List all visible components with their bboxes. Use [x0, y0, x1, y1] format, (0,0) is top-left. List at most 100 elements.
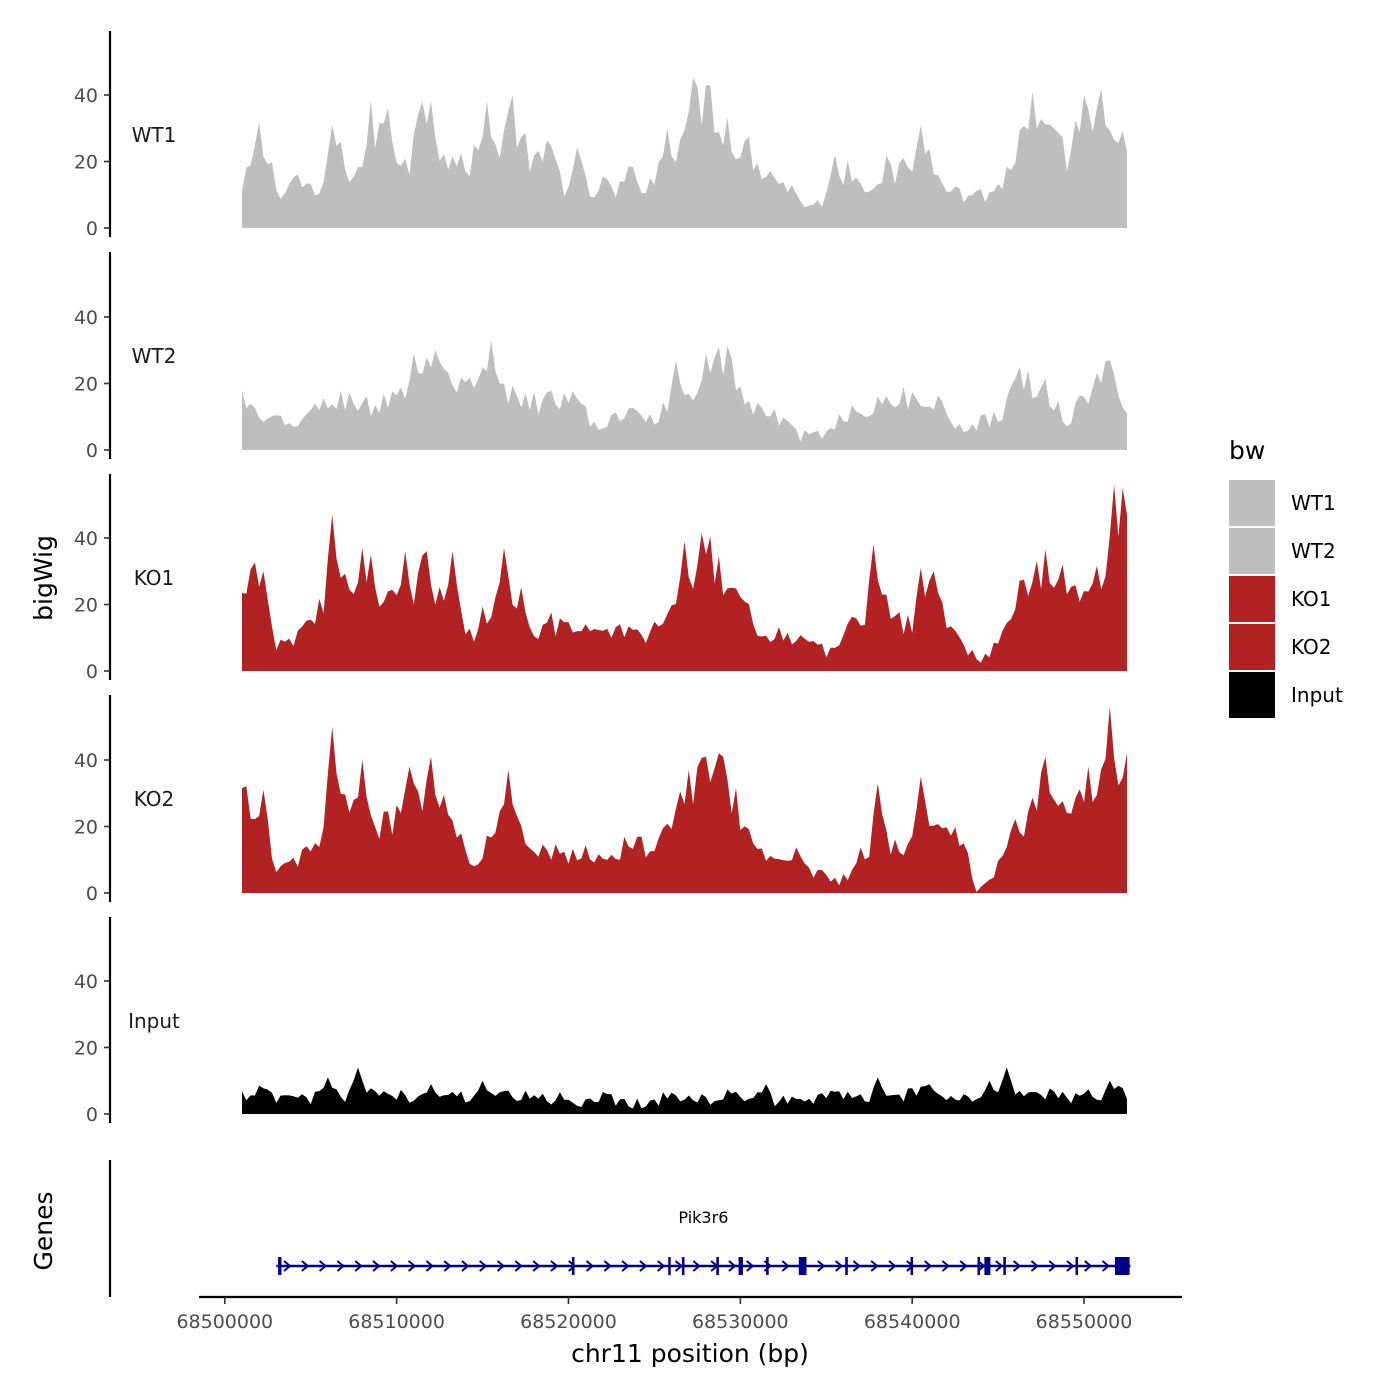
strand-arrow: [746, 1260, 755, 1272]
gene-exon: [1075, 1257, 1078, 1275]
y-tick-label: 40: [74, 528, 98, 550]
strand-arrow: [479, 1260, 488, 1272]
gene-exon: [910, 1257, 914, 1275]
strand-arrow: [1066, 1260, 1075, 1272]
strand-arrow: [657, 1260, 666, 1272]
x-tick-label: 68520000: [520, 1311, 617, 1333]
strand-arrow: [407, 1260, 417, 1272]
strand-arrow: [692, 1260, 701, 1272]
signal-area-ko1: [242, 484, 1127, 671]
strand-arrow: [621, 1260, 630, 1272]
track-label: WT1: [132, 123, 177, 147]
y-tick-label: 20: [74, 374, 98, 396]
legend-label-wt1: WT1: [1291, 491, 1336, 515]
gene-track: Pik3r6: [108, 1160, 1131, 1297]
track-input: 0 20 40 Input: [74, 917, 1127, 1126]
track-label: Input: [128, 1009, 180, 1033]
strand-arrow: [1101, 1260, 1111, 1272]
signal-area-ko2: [242, 706, 1127, 893]
x-tick-label: 68550000: [1036, 1311, 1133, 1333]
legend-title: bw: [1229, 436, 1265, 465]
y-tick-label: 0: [86, 1104, 98, 1126]
strand-arrow: [585, 1260, 595, 1272]
x-axis: 68500000 68510000 68520000 68530000 68540000…: [176, 1295, 1182, 1333]
legend-key-input: [1229, 672, 1275, 718]
signal-area-wt2: [242, 340, 1127, 450]
gene-exon: [766, 1257, 769, 1275]
legend: bw WT1 WT2 KO1 KO2 Input: [1229, 436, 1343, 718]
signal-tracks: 0 20 40 WT1 0 20 40 WT2 0 20 40 KO1 0 20 40 KO2 0 20 40 Inp…: [74, 31, 1127, 1126]
x-tick-label: 68510000: [348, 1311, 445, 1333]
x-tick-label: 68540000: [864, 1311, 961, 1333]
legend-label-ko2: KO2: [1291, 635, 1332, 659]
gene-exon: [984, 1257, 991, 1275]
strand-arrow: [834, 1260, 844, 1272]
legend-label-input: Input: [1291, 683, 1343, 707]
gene-exon: [716, 1257, 719, 1275]
gene-exon: [681, 1257, 685, 1275]
strand-arrow: [390, 1260, 399, 1272]
gene-name-label: Pik3r6: [678, 1208, 728, 1227]
legend-label-ko1: KO1: [1291, 587, 1332, 611]
strand-arrow: [781, 1260, 790, 1272]
strand-arrow: [532, 1260, 541, 1272]
strand-arrow: [995, 1260, 1004, 1272]
strand-arrow: [372, 1260, 381, 1272]
gene-exon: [668, 1257, 671, 1275]
legend-key-ko2: [1229, 624, 1275, 670]
track-wt2: 0 20 40 WT2: [74, 252, 1127, 462]
strand-arrow: [1048, 1260, 1057, 1272]
legend-label-wt2: WT2: [1291, 539, 1336, 563]
strand-arrow: [728, 1260, 737, 1272]
y-tick-label: 0: [86, 883, 98, 905]
strand-arrow: [550, 1260, 559, 1272]
strand-arrow: [568, 1260, 577, 1272]
strand-arrow: [354, 1260, 363, 1272]
strand-arrow: [496, 1260, 506, 1272]
strand-arrow: [817, 1260, 826, 1272]
track-label: WT2: [132, 344, 177, 368]
strand-arrow: [318, 1260, 328, 1272]
track-ko1: 0 20 40 KO1: [74, 474, 1127, 683]
gene-exon: [1115, 1257, 1130, 1275]
track-wt1: 0 20 40 WT1: [74, 31, 1127, 240]
strand-arrow: [603, 1260, 612, 1272]
y-tick-label: 40: [74, 971, 98, 993]
y-tick-label: 20: [74, 595, 98, 617]
y-tick-label: 40: [74, 85, 98, 107]
y-tick-label: 40: [74, 750, 98, 772]
strand-arrow: [461, 1260, 470, 1272]
strand-arrow: [852, 1260, 861, 1272]
strand-arrow: [514, 1260, 523, 1272]
strand-arrow: [1084, 1260, 1093, 1272]
gene-exon: [278, 1257, 282, 1275]
gene-exon: [977, 1257, 980, 1275]
track-label: KO2: [134, 787, 175, 811]
legend-key-wt2: [1229, 528, 1275, 574]
gene-exon: [571, 1257, 575, 1275]
y-tick-label: 0: [86, 218, 98, 240]
x-tick-label: 68530000: [692, 1311, 789, 1333]
gene-exon: [798, 1257, 807, 1275]
gene-exon: [738, 1257, 743, 1275]
signal-area-input: [242, 1067, 1127, 1114]
strand-arrow: [336, 1260, 345, 1272]
gene-exon: [1003, 1257, 1006, 1275]
y-axis-title: bigWig: [29, 535, 58, 621]
strand-arrow: [425, 1260, 434, 1272]
y-tick-label: 20: [74, 817, 98, 839]
y-tick-label: 40: [74, 307, 98, 329]
legend-key-ko1: [1229, 576, 1275, 622]
strand-arrow: [1012, 1260, 1022, 1272]
strand-arrow: [923, 1260, 933, 1272]
track-label: KO1: [134, 566, 175, 590]
strand-arrow: [283, 1260, 292, 1272]
gene-exon: [845, 1257, 848, 1275]
strand-arrow: [1030, 1260, 1039, 1272]
strand-arrow: [674, 1260, 684, 1272]
strand-arrow: [959, 1260, 968, 1272]
track-ko2: 0 20 40 KO2: [74, 695, 1127, 905]
x-axis-title: chr11 position (bp): [571, 1339, 809, 1368]
signal-area-wt1: [242, 78, 1127, 228]
y-tick-label: 20: [74, 1038, 98, 1060]
